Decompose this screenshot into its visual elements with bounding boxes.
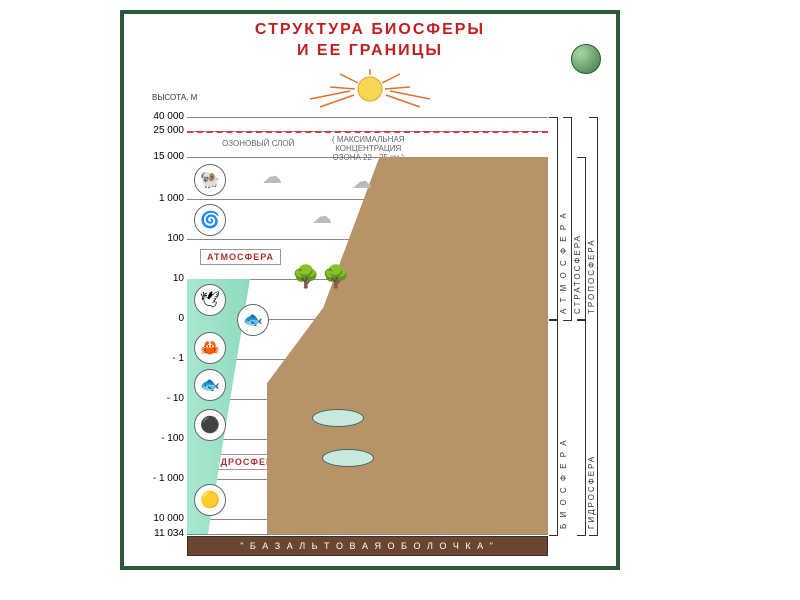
organism-icon: 🐟	[194, 369, 226, 401]
vertical-label: А Т М О С Ф Е Р А	[559, 122, 568, 314]
organism-icon: 🕊	[194, 284, 226, 316]
cloud-icon: ☁	[262, 164, 282, 189]
y-axis-label: ВЫСОТА, М	[152, 94, 197, 103]
y-tick: - 1 000	[132, 473, 184, 484]
cloud-icon: ☁	[352, 169, 372, 194]
y-tick: 1 000	[132, 193, 184, 204]
vertical-bracket	[577, 319, 586, 536]
sun-icon	[310, 69, 430, 114]
organism-icon: ⚫	[194, 409, 226, 441]
basalt-shell-label: " Б А З А Л Ь Т О В А Я О Б О Л О Ч К А …	[187, 536, 548, 556]
sphere-label: АТМОСФЕРА	[200, 249, 281, 265]
y-tick: - 100	[132, 433, 184, 444]
groundwater-icon	[312, 409, 364, 427]
tree-icon: 🌳	[292, 264, 319, 290]
organism-icon: 🦀	[194, 332, 226, 364]
organism-icon: 🐟	[237, 304, 269, 336]
tree-icon: 🌳	[322, 264, 349, 290]
organism-icon: 🐏	[194, 164, 226, 196]
globe-icon	[571, 44, 601, 74]
ozone-layer-line	[187, 131, 548, 133]
y-tick: 11 034	[132, 528, 184, 539]
y-tick: 10	[132, 273, 184, 284]
title-line-2: И ЕЕ ГРАНИЦЫ	[297, 42, 443, 59]
ozone-label: ОЗОНОВЫЙ СЛОЙ	[222, 139, 294, 148]
cloud-icon: ☁	[312, 204, 332, 229]
y-tick: 100	[132, 233, 184, 244]
grid-line	[187, 117, 548, 118]
grid-line	[187, 534, 548, 535]
vertical-label: Б И О С Ф Е Р А	[559, 324, 568, 529]
lithosphere-region	[267, 157, 548, 534]
organism-icon: 🌀	[194, 204, 226, 236]
vertical-bracket	[549, 319, 558, 536]
y-tick: - 1	[132, 353, 184, 364]
y-tick: 15 000	[132, 151, 184, 162]
title-line-1: СТРУКТУРА БИОСФЕРЫ	[255, 21, 485, 38]
organism-icon: 🟡	[194, 484, 226, 516]
y-tick: 25 000	[132, 125, 184, 136]
y-tick: 0	[132, 313, 184, 324]
y-tick: - 10	[132, 393, 184, 404]
y-tick: 40 000	[132, 111, 184, 122]
biosphere-chart: ВЫСОТА, М " Б А З А Л Ь Т О В А Я О Б О …	[132, 109, 608, 558]
poster-title: СТРУКТУРА БИОСФЕРЫ И ЕЕ ГРАНИЦЫ	[124, 14, 616, 64]
y-tick: 10 000	[132, 513, 184, 524]
outer-bracket	[589, 117, 598, 536]
groundwater-icon	[322, 449, 374, 467]
vertical-label: СТРАТОСФЕРА	[573, 122, 582, 314]
poster-frame: СТРУКТУРА БИОСФЕРЫ И ЕЕ ГРАНИЦЫ ВЫСОТА, …	[120, 10, 620, 570]
vertical-bracket	[549, 117, 558, 321]
